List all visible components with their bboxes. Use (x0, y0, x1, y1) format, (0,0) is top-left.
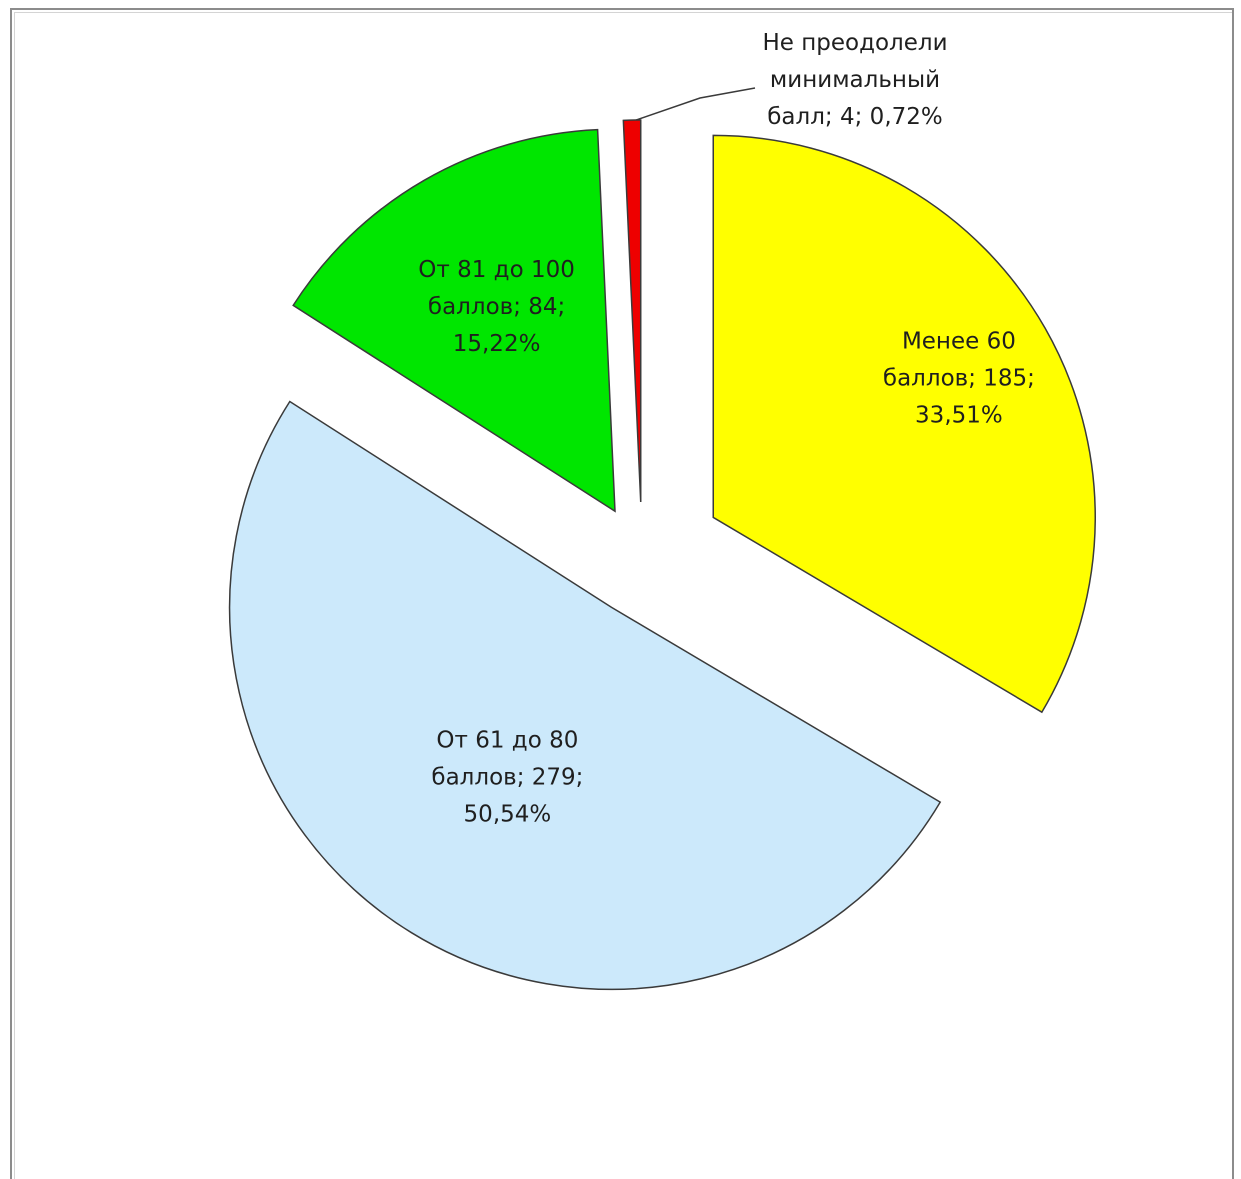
pie-slice-label-line: баллов; 84; (428, 294, 565, 320)
pie-slice-label-1: От 61 до 80 баллов; 279; 50,54% (431, 728, 583, 828)
pie-slice-0 (712, 134, 1096, 714)
pie-slice-label-line: минимальный (770, 67, 940, 93)
pie-slice-2 (292, 128, 616, 513)
pie-slice-label-3: Не преодолели минимальный балл; 4; 0,72% (762, 30, 947, 130)
pie-slice-label-line: баллов; 279; (431, 765, 583, 791)
pie-slice-label-line: 15,22% (453, 331, 541, 357)
pie-slice-label-line: балл; 4; 0,72% (767, 104, 943, 130)
pie-slice-label-0: Менее 60 баллов; 185; 33,51% (883, 329, 1035, 429)
pie-slice-label-2: От 81 до 100 баллов; 84; 15,22% (418, 257, 575, 357)
leader-line (635, 87, 756, 121)
pie-slice-3 (622, 119, 642, 503)
pie-slice-label-line: 33,51% (915, 403, 1003, 429)
pie-slice-label-line: От 61 до 80 (436, 728, 578, 754)
pie-slice-label-line: От 81 до 100 (418, 257, 575, 283)
pie-slice-label-line: Менее 60 (902, 329, 1016, 355)
pie-slice-label-line: баллов; 185; (883, 366, 1035, 392)
pie-slice-label-line: 50,54% (464, 802, 552, 828)
pie-slice-label-line: Не преодолели (762, 30, 947, 56)
pie-slice-1 (228, 400, 942, 990)
